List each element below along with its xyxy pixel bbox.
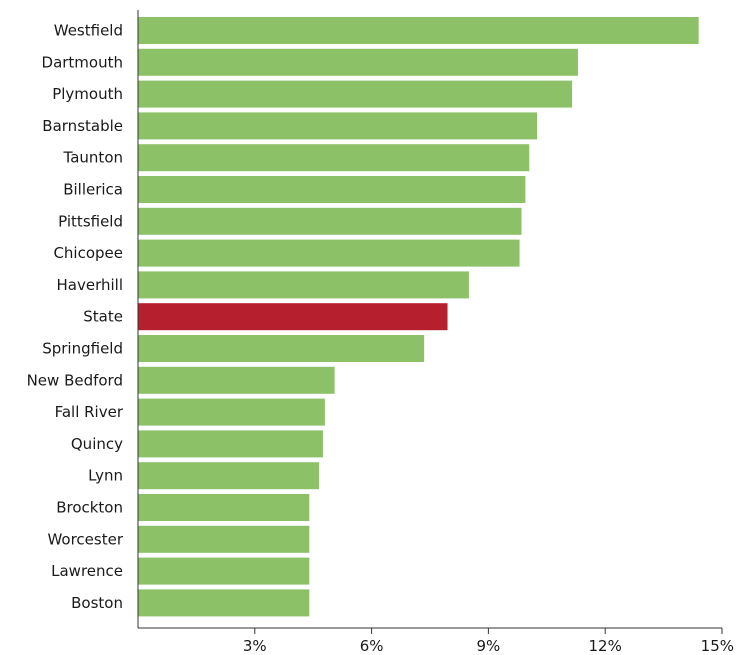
x-tick-label-15: 15% (701, 637, 734, 655)
category-label-taunton: Taunton (63, 149, 123, 167)
bar-state (138, 303, 448, 330)
bar-taunton (138, 144, 529, 171)
category-label-dartmouth: Dartmouth (42, 53, 123, 71)
x-tick-label-12: 12% (589, 637, 622, 655)
category-label-springfield: Springfield (42, 340, 123, 358)
bar-fall-river (138, 399, 325, 426)
category-label-lynn: Lynn (88, 467, 123, 485)
category-label-billerica: Billerica (63, 181, 123, 199)
bar-haverhill (138, 271, 469, 298)
x-tick-label-6: 6% (360, 637, 384, 655)
x-tick-label-9: 9% (477, 637, 501, 655)
bar-westfield (138, 17, 699, 44)
category-label-worcester: Worcester (47, 530, 123, 548)
category-label-lawrence: Lawrence (51, 562, 123, 580)
category-label-haverhill: Haverhill (57, 276, 124, 294)
bar-group (138, 17, 699, 616)
bar-plymouth (138, 81, 572, 108)
bar-brockton (138, 494, 309, 521)
category-label-pittsfield: Pittsfield (58, 212, 123, 230)
bar-chicopee (138, 240, 520, 267)
bar-boston (138, 589, 309, 616)
category-label-quincy: Quincy (71, 435, 123, 453)
category-labels: Westfield Dartmouth Plymouth Barnstable Taun… (27, 22, 124, 612)
category-label-boston: Boston (71, 594, 123, 612)
bar-worcester (138, 526, 309, 553)
bar-new-bedford (138, 367, 335, 394)
bar-lawrence (138, 558, 309, 585)
bar-barnstable (138, 112, 537, 139)
category-label-brockton: Brockton (56, 499, 123, 517)
category-label-fall-river: Fall River (55, 403, 124, 421)
category-label-new-bedford: New Bedford (27, 371, 123, 389)
category-label-state: State (83, 308, 123, 326)
bar-lynn (138, 462, 319, 489)
x-tick-label-3: 3% (243, 637, 267, 655)
bar-dartmouth (138, 49, 578, 76)
bar-springfield (138, 335, 424, 362)
bar-quincy (138, 430, 323, 457)
category-label-plymouth: Plymouth (52, 85, 123, 103)
category-label-barnstable: Barnstable (42, 117, 123, 135)
category-label-westfield: Westfield (54, 22, 123, 40)
category-label-chicopee: Chicopee (53, 244, 123, 262)
bar-billerica (138, 176, 525, 203)
bar-pittsfield (138, 208, 521, 235)
